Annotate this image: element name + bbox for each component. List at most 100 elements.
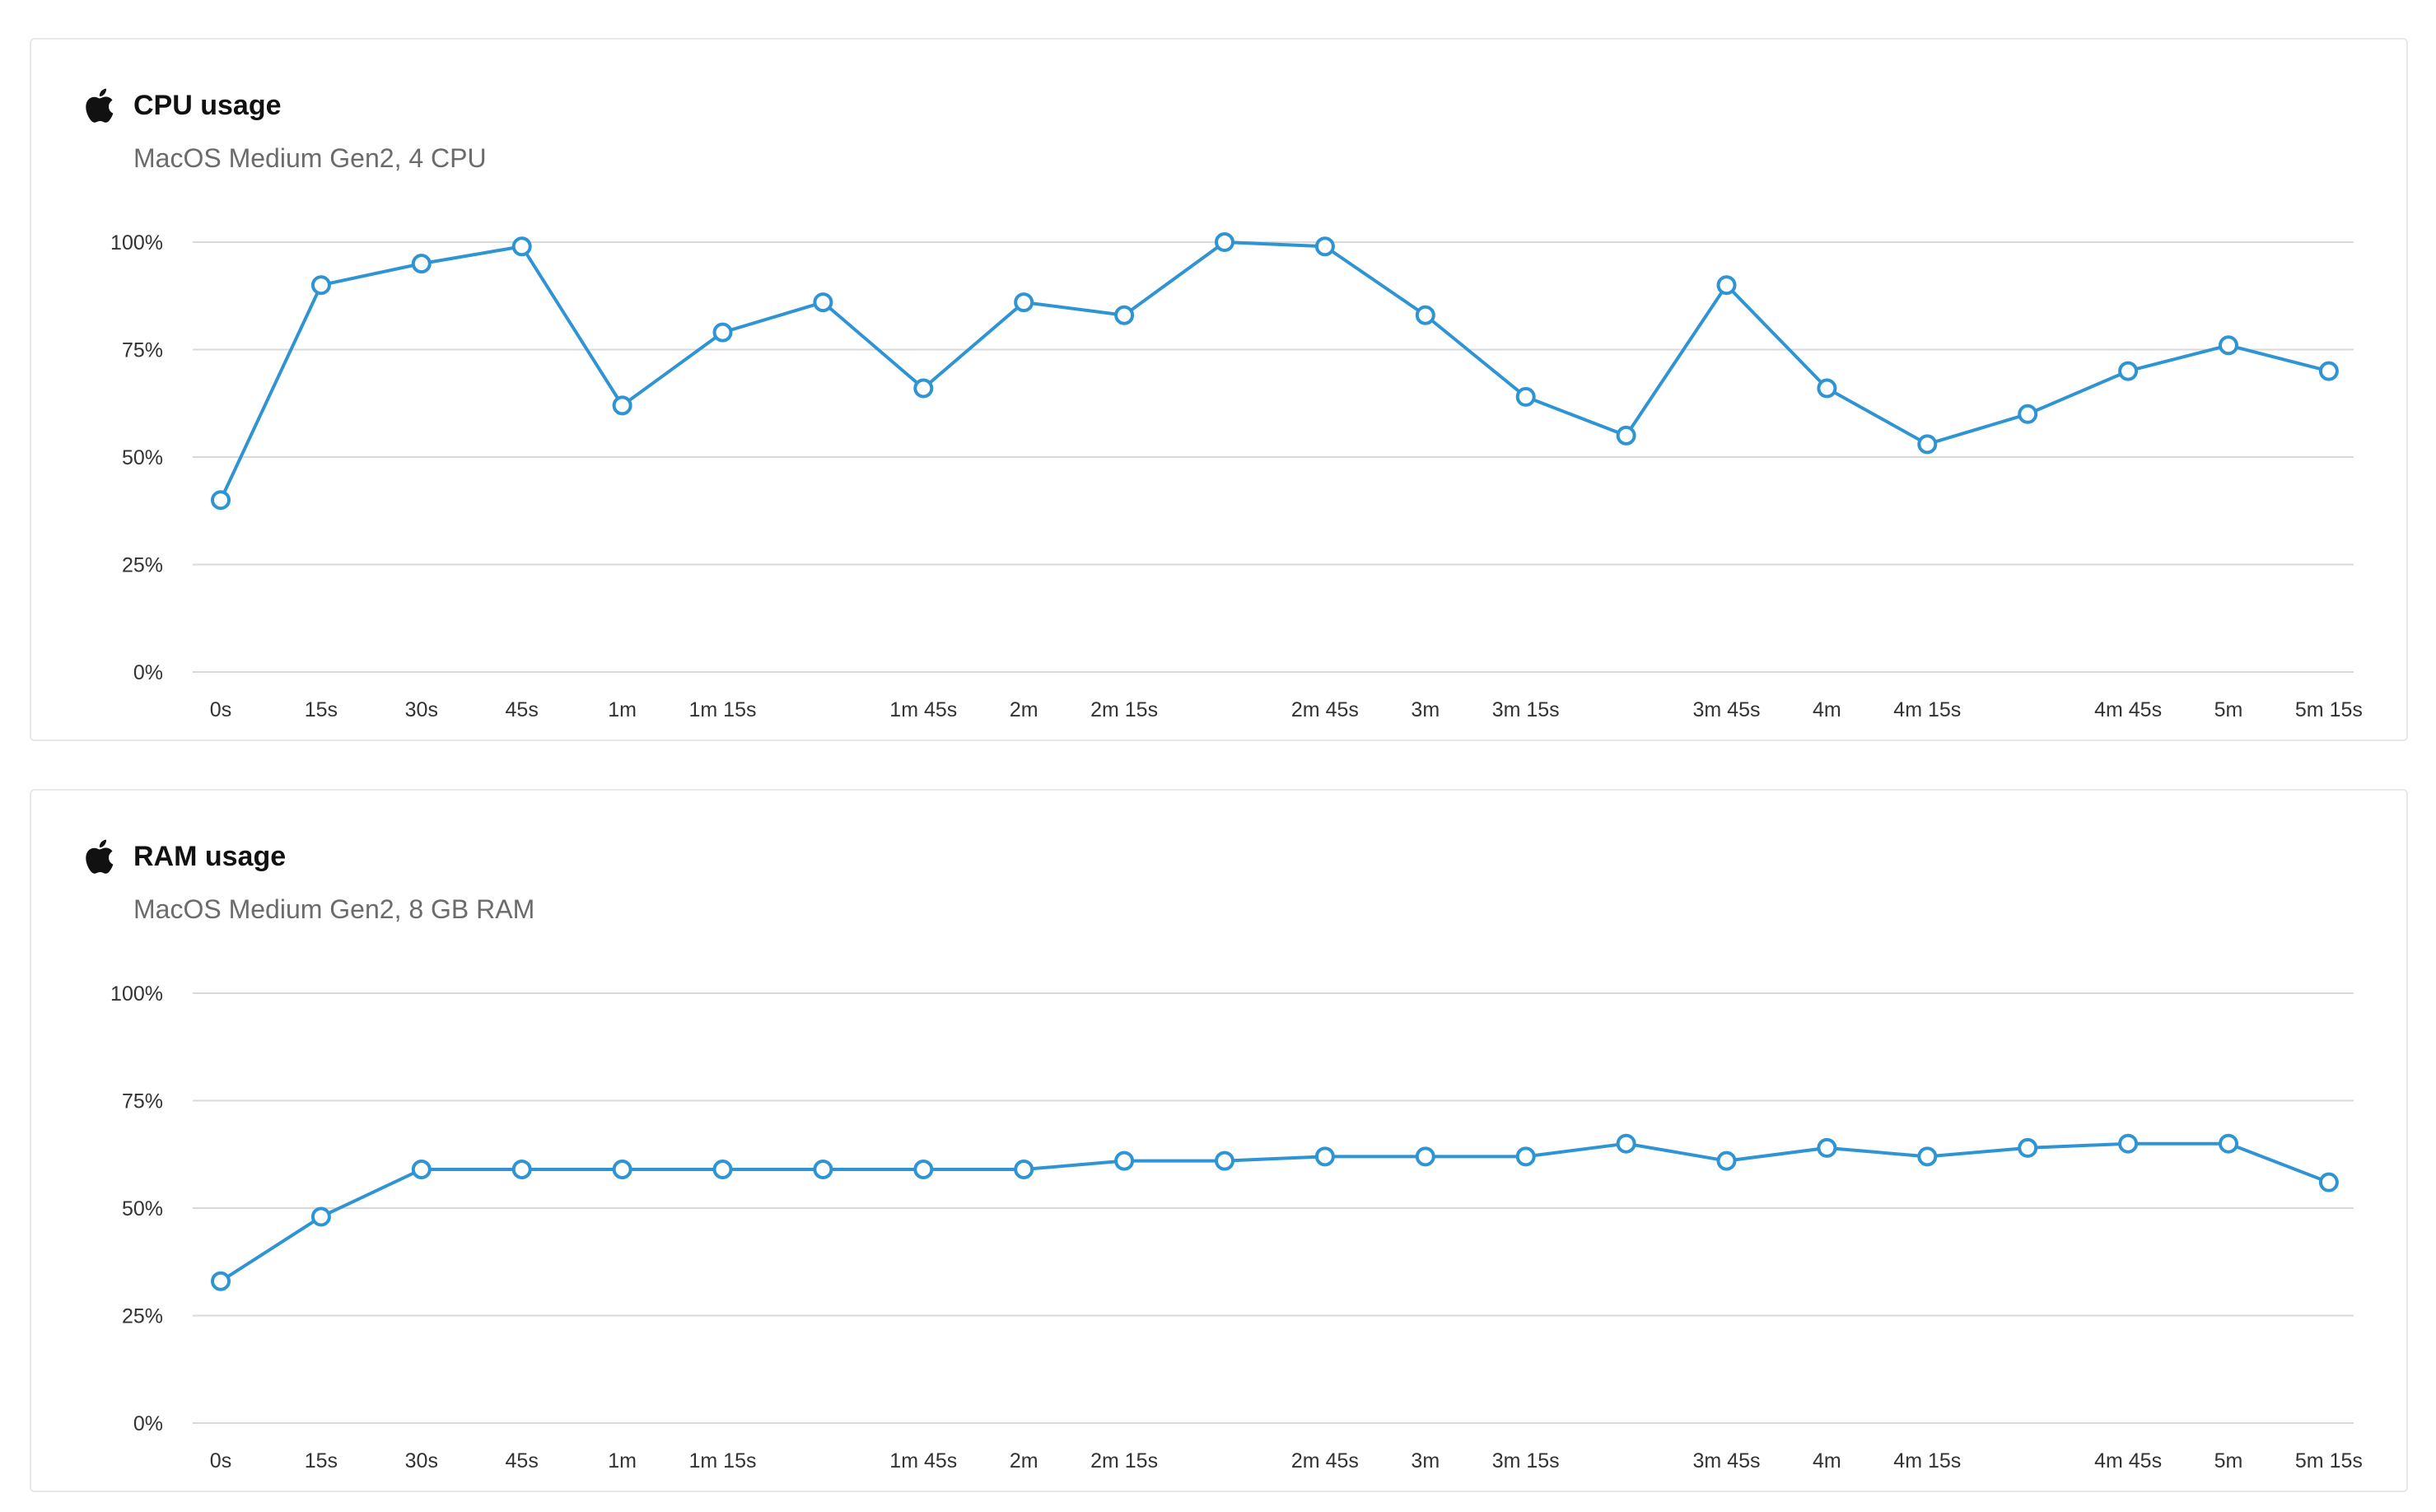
cpu-x-tick-label: 30s: [405, 698, 438, 721]
cpu-data-point: [310, 275, 331, 296]
ram-data-point: [1314, 1146, 1335, 1167]
ram-x-tick-label: 5m 15s: [2295, 1449, 2363, 1472]
cpu-x-tick-label: 3m 15s: [1492, 698, 1560, 721]
cpu-x-tick-label: 3m 45s: [1693, 698, 1761, 721]
cpu-data-point: [1014, 292, 1034, 313]
ram-y-tick-label: 75%: [122, 1090, 163, 1113]
cpu-chart-subtitle: MacOS Medium Gen2, 4 CPU: [133, 143, 487, 173]
ram-data-point: [2118, 1133, 2139, 1154]
ram-data-point: [1215, 1150, 1234, 1171]
ram-data-point: [511, 1160, 532, 1180]
ram-chart-subtitle: MacOS Medium Gen2, 8 GB RAM: [133, 894, 535, 924]
ram-x-tick-label: 30s: [405, 1449, 438, 1472]
ram-data-point: [411, 1160, 432, 1180]
ram-x-tick-label: 5m: [2214, 1449, 2243, 1472]
cpu-data-point: [1215, 232, 1234, 252]
ram-data-point: [1114, 1150, 1135, 1171]
ram-data-point: [2219, 1133, 2238, 1154]
ram-data-point: [1415, 1146, 1435, 1167]
ram-data-point: [913, 1160, 934, 1180]
cpu-data-point: [712, 322, 733, 343]
ram-data-point: [1817, 1137, 1837, 1158]
cpu-series-line: [219, 240, 2330, 502]
cpu-x-tick-label: 2m 45s: [1291, 698, 1359, 721]
ram-x-tick-label: 4m: [1813, 1449, 1841, 1472]
cpu-data-point: [1515, 386, 1536, 407]
ram-y-tick-label: 25%: [122, 1305, 163, 1328]
ram-data-point: [1014, 1160, 1034, 1180]
cpu-usage-card: CPU usage MacOS Medium Gen2, 4 CPU 0% 25%…: [30, 38, 2408, 741]
cpu-x-tick-label: 2m: [1010, 698, 1038, 721]
ram-x-tick-label: 4m 15s: [1893, 1449, 1961, 1472]
ram-y-tick-label: 0%: [133, 1412, 163, 1435]
cpu-data-point: [1616, 425, 1636, 446]
apple-logo-icon: [86, 839, 114, 874]
ram-data-point: [2318, 1172, 2339, 1192]
ram-series-line: [219, 1141, 2330, 1283]
cpu-data-point: [813, 292, 833, 313]
ram-x-tick-label: 15s: [305, 1449, 338, 1472]
cpu-data-point: [1716, 275, 1737, 296]
apple-logo-icon: [86, 88, 114, 123]
ram-x-tick-label: 2m: [1010, 1449, 1038, 1472]
cpu-y-tick-label: 25%: [122, 554, 163, 577]
cpu-y-tick-label: 50%: [122, 446, 163, 469]
ram-x-tick-label: 1m 45s: [889, 1449, 957, 1472]
cpu-line-chart: 0% 25% 50% 75% 100% 0s 15s 30s 45s 1m 1m 15s 1m 45s…: [110, 231, 2363, 721]
cpu-chart-title: CPU usage: [133, 89, 282, 121]
ram-x-tick-label: 1m 15s: [689, 1449, 757, 1472]
ram-data-point: [1616, 1133, 1636, 1154]
cpu-x-tick-label: 1m 15s: [689, 698, 757, 721]
cpu-card-header: CPU usage: [81, 86, 282, 125]
ram-y-tick-label: 50%: [122, 1197, 163, 1220]
cpu-x-tick-label: 4m: [1813, 698, 1841, 721]
ram-x-tick-label: 4m 45s: [2094, 1449, 2162, 1472]
ram-line-chart: 0% 25% 50% 75% 100% 0s 15s 30s 45s 1m 1m 15s 1m 45s…: [110, 982, 2363, 1472]
cpu-x-tick-label: 4m 15s: [1893, 698, 1961, 721]
ram-data-point: [712, 1160, 733, 1180]
cpu-y-tick-label: 0%: [133, 661, 163, 684]
cpu-data-point: [612, 395, 632, 416]
ram-x-tick-label: 3m 45s: [1693, 1449, 1761, 1472]
cpu-x-tick-label: 1m: [608, 698, 637, 721]
cpu-data-point: [411, 254, 432, 274]
ram-x-tick-label: 1m: [608, 1449, 637, 1472]
ram-usage-card: RAM usage MacOS Medium Gen2, 8 GB RAM 0%…: [30, 789, 2408, 1492]
cpu-data-point: [1415, 305, 1435, 325]
ram-x-tick-label: 3m 15s: [1492, 1449, 1560, 1472]
cpu-y-tick-label: 100%: [110, 231, 163, 254]
ram-x-tick-label: 3m: [1411, 1449, 1440, 1472]
cpu-x-tick-label: 2m 15s: [1090, 698, 1158, 721]
cpu-x-tick-label: 3m: [1411, 698, 1440, 721]
ram-data-point: [1515, 1146, 1536, 1167]
cpu-data-point: [1817, 378, 1837, 399]
cpu-data-point: [1917, 434, 1938, 455]
ram-y-tick-label: 100%: [110, 982, 163, 1006]
cpu-data-point: [2018, 404, 2038, 424]
cpu-data-point: [2318, 361, 2339, 381]
cpu-x-tick-label: 5m: [2214, 698, 2243, 721]
ram-card-header: RAM usage: [81, 837, 286, 876]
cpu-data-point: [2118, 361, 2139, 381]
cpu-x-tick-label: 45s: [506, 698, 539, 721]
cpu-data-point: [1114, 305, 1135, 325]
ram-x-tick-label: 0s: [210, 1449, 231, 1472]
cpu-data-point: [211, 490, 231, 511]
cpu-x-tick-label: 0s: [210, 698, 231, 721]
cpu-data-point: [511, 236, 532, 257]
cpu-data-point: [1314, 236, 1335, 257]
cpu-data-point: [913, 378, 934, 399]
cpu-x-tick-label: 5m 15s: [2295, 698, 2363, 721]
ram-data-point: [612, 1160, 632, 1180]
cpu-data-point: [2219, 335, 2238, 356]
ram-data-point: [2018, 1137, 2038, 1158]
ram-data-point: [1716, 1150, 1737, 1171]
ram-chart-title: RAM usage: [133, 840, 287, 872]
ram-x-tick-label: 2m 15s: [1090, 1449, 1158, 1472]
cpu-x-tick-label: 1m 45s: [889, 698, 957, 721]
ram-x-tick-label: 45s: [506, 1449, 539, 1472]
ram-data-point: [813, 1160, 833, 1180]
ram-data-point: [1917, 1146, 1938, 1167]
cpu-x-tick-label: 15s: [305, 698, 338, 721]
ram-data-point: [211, 1271, 231, 1291]
